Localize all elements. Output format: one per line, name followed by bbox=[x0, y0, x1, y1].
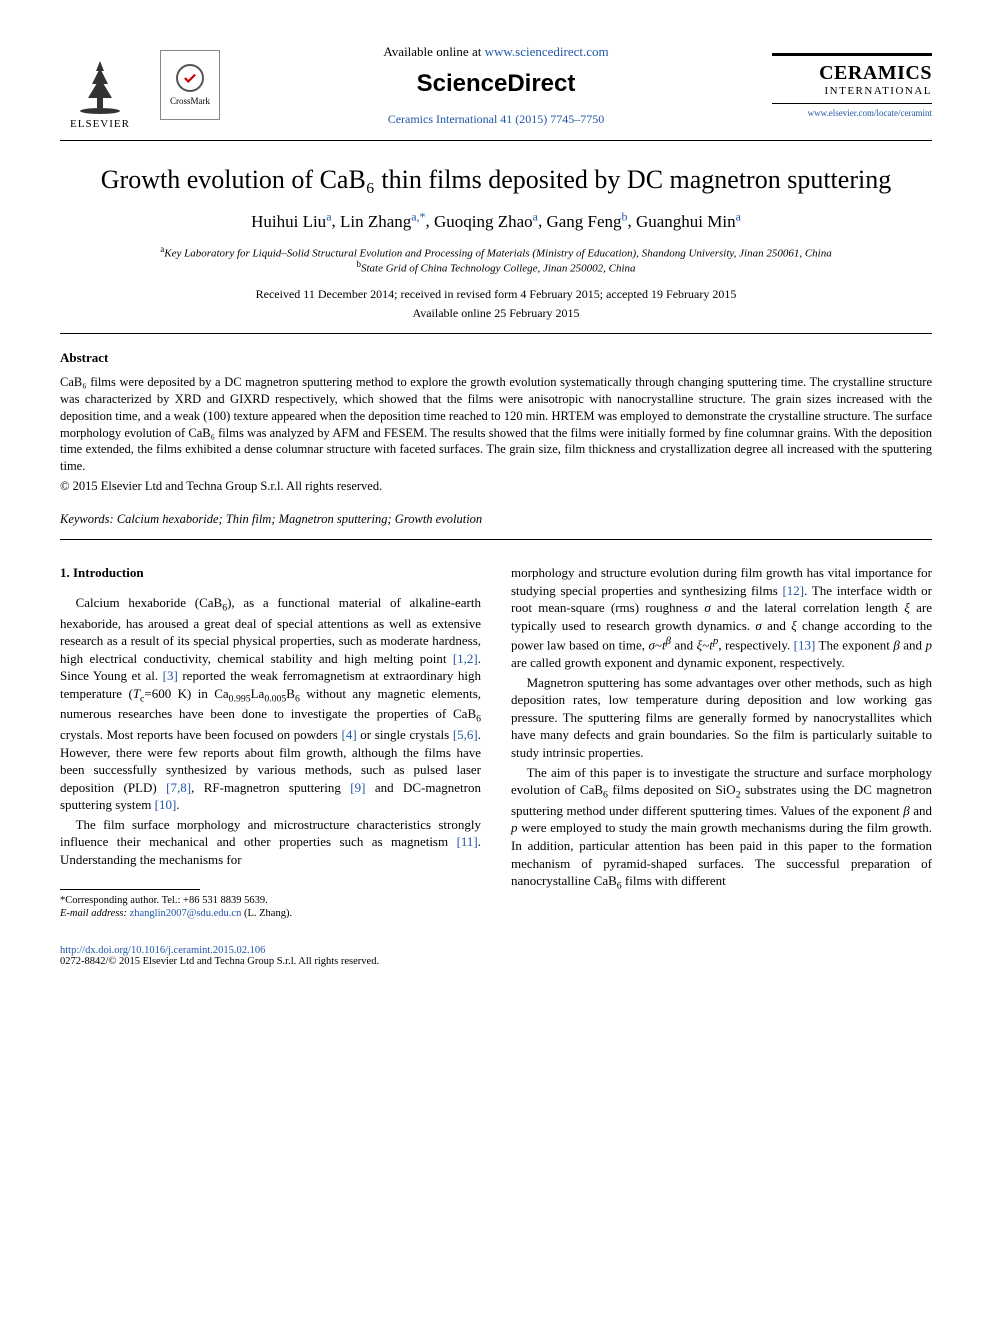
corresponding-tel: *Corresponding author. Tel.: +86 531 883… bbox=[60, 894, 481, 908]
paragraph: Magnetron sputtering has some advantages… bbox=[511, 674, 932, 762]
section-1-heading: 1. Introduction bbox=[60, 564, 481, 582]
affiliation-b: bState Grid of China Technology College,… bbox=[60, 259, 932, 275]
keywords-text: Calcium hexaboride; Thin film; Magnetron… bbox=[114, 512, 482, 526]
corresponding-author-footnote: *Corresponding author. Tel.: +86 531 883… bbox=[60, 894, 481, 921]
citation[interactable]: [3] bbox=[163, 668, 178, 683]
abstract-top-rule bbox=[60, 333, 932, 334]
paragraph: The aim of this paper is to investigate … bbox=[511, 764, 932, 893]
affiliation-a: aKey Laboratory for Liquid–Solid Structu… bbox=[60, 244, 932, 260]
header-left: ELSEVIER CrossMark bbox=[60, 40, 220, 130]
citation[interactable]: [1,2] bbox=[453, 651, 478, 666]
column-left: 1. Introduction Calcium hexaboride (CaB6… bbox=[60, 564, 481, 921]
footer-block: http://dx.doi.org/10.1016/j.ceramint.201… bbox=[60, 945, 932, 967]
footnote-separator bbox=[60, 889, 200, 890]
corresponding-email-line: E-mail address: zhanglin2007@sdu.edu.cn … bbox=[60, 907, 481, 921]
sciencedirect-logo: ScienceDirect bbox=[220, 70, 772, 98]
keywords: Keywords: Calcium hexaboride; Thin film;… bbox=[60, 512, 932, 527]
author: Huihui Liua bbox=[251, 212, 331, 231]
affiliations: aKey Laboratory for Liquid–Solid Structu… bbox=[60, 244, 932, 275]
citation[interactable]: [12] bbox=[782, 583, 804, 598]
available-online-link[interactable]: www.sciencedirect.com bbox=[485, 44, 609, 59]
column-right: morphology and structure evolution durin… bbox=[511, 564, 932, 921]
available-online: Available online at www.sciencedirect.co… bbox=[220, 44, 772, 60]
journal-url[interactable]: www.elsevier.com/locate/ceramint bbox=[772, 108, 932, 118]
citation[interactable]: [7,8] bbox=[166, 780, 191, 795]
article-title: Growth evolution of CaB₆ thin films depo… bbox=[60, 165, 932, 195]
citation[interactable]: [11] bbox=[457, 834, 478, 849]
citation[interactable]: [13] bbox=[794, 638, 816, 653]
header-right: CERAMICS INTERNATIONAL www.elsevier.com/… bbox=[772, 53, 932, 118]
affiliation-a-text: Key Laboratory for Liquid–Solid Structur… bbox=[164, 247, 832, 259]
available-online-prefix: Available online at bbox=[383, 44, 484, 59]
citation[interactable]: [5,6] bbox=[453, 727, 478, 742]
author: Guanghui Mina bbox=[636, 212, 741, 231]
email-link[interactable]: zhanglin2007@sdu.edu.cn bbox=[130, 908, 242, 919]
journal-brand-title: CERAMICS bbox=[772, 62, 932, 85]
paragraph: Calcium hexaboride (CaB6), as a function… bbox=[60, 594, 481, 814]
article-dates-2: Available online 25 February 2015 bbox=[60, 306, 932, 321]
abstract-label: Abstract bbox=[60, 350, 932, 366]
authors-line: Huihui Liua, Lin Zhanga,*, Guoqing Zhaoa… bbox=[60, 209, 932, 232]
keywords-label: Keywords: bbox=[60, 512, 114, 526]
elsevier-tree-icon bbox=[70, 56, 130, 116]
author: Lin Zhanga,* bbox=[340, 212, 426, 231]
email-suffix: (L. Zhang). bbox=[241, 908, 292, 919]
header-center: Available online at www.sciencedirect.co… bbox=[220, 44, 772, 127]
crossmark-label: CrossMark bbox=[170, 96, 210, 106]
author: Gang Fengb bbox=[546, 212, 627, 231]
citation[interactable]: [4] bbox=[341, 727, 356, 742]
crossmark-icon bbox=[176, 64, 204, 92]
abstract-bottom-rule bbox=[60, 539, 932, 540]
issn-copyright: 0272-8842/© 2015 Elsevier Ltd and Techna… bbox=[60, 956, 932, 967]
article-dates-1: Received 11 December 2014; received in r… bbox=[60, 287, 932, 302]
author: Guoqing Zhaoa bbox=[434, 212, 538, 231]
journal-brand-box: CERAMICS INTERNATIONAL bbox=[772, 53, 932, 104]
journal-brand-sub: INTERNATIONAL bbox=[772, 85, 932, 97]
crossmark-badge[interactable]: CrossMark bbox=[160, 50, 220, 120]
citation[interactable]: [10] bbox=[155, 797, 177, 812]
doi-link[interactable]: http://dx.doi.org/10.1016/j.ceramint.201… bbox=[60, 945, 932, 956]
elsevier-label: ELSEVIER bbox=[70, 118, 130, 130]
citation[interactable]: [9] bbox=[350, 780, 365, 795]
affiliation-b-text: State Grid of China Technology College, … bbox=[361, 263, 636, 275]
abstract-copyright: © 2015 Elsevier Ltd and Techna Group S.r… bbox=[60, 479, 932, 494]
paragraph: morphology and structure evolution durin… bbox=[511, 564, 932, 672]
journal-reference[interactable]: Ceramics International 41 (2015) 7745–77… bbox=[220, 112, 772, 127]
body-columns: 1. Introduction Calcium hexaboride (CaB6… bbox=[60, 564, 932, 921]
journal-header: ELSEVIER CrossMark Available online at w… bbox=[60, 40, 932, 130]
email-label: E-mail address: bbox=[60, 908, 130, 919]
header-rule bbox=[60, 140, 932, 141]
paragraph: The film surface morphology and microstr… bbox=[60, 816, 481, 869]
abstract-text: CaB₆ films were deposited by a DC magnet… bbox=[60, 374, 932, 475]
elsevier-logo: ELSEVIER bbox=[60, 40, 140, 130]
